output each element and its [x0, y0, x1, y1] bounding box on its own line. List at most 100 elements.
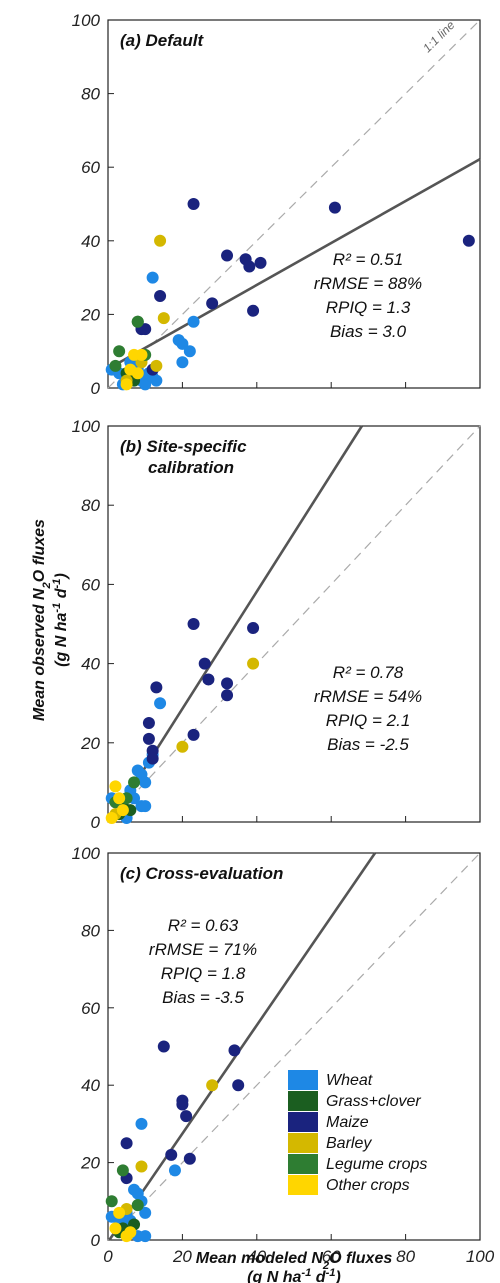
- legend-entry: Wheat: [326, 1072, 373, 1089]
- data-point: [142, 717, 155, 729]
- data-point: [187, 198, 200, 210]
- stat-label: R² = 0.78: [333, 663, 404, 682]
- data-point: [157, 1040, 170, 1053]
- data-point: [154, 697, 167, 710]
- regression-line: [107, 157, 481, 370]
- data-point: [247, 304, 260, 317]
- stat-label: RPIQ = 1.3: [326, 298, 411, 317]
- legend-entry: Maize: [326, 1114, 369, 1131]
- x-axis-units: (g N ha-1 d-1): [247, 1267, 341, 1283]
- panel-title: (c) Cross-evaluation: [120, 864, 283, 883]
- data-point: [150, 374, 163, 387]
- y-tick-label: 40: [81, 1076, 100, 1095]
- legend-entry: Legume crops: [326, 1156, 427, 1173]
- data-point: [221, 689, 234, 702]
- panel-title-line2: calibration: [148, 458, 234, 477]
- data-point: [176, 356, 189, 369]
- data-point: [131, 315, 144, 328]
- y-tick-label: 60: [81, 999, 100, 1018]
- data-point: [198, 657, 211, 670]
- data-point: [135, 1160, 148, 1173]
- y-tick-label: 100: [72, 11, 101, 30]
- data-point: [221, 249, 234, 262]
- panel-title: (b) Site-specific: [120, 437, 247, 456]
- regression-line: [108, 852, 377, 1241]
- y-tick-label: 80: [81, 921, 100, 940]
- y-tick-label: 20: [80, 1154, 100, 1173]
- data-point: [232, 1079, 245, 1092]
- y-tick-label: 60: [81, 575, 100, 594]
- y-tick-label: 20: [80, 734, 100, 753]
- data-point: [176, 337, 189, 350]
- data-point: [187, 315, 200, 328]
- data-point: [462, 234, 475, 247]
- one-to-one-label: 1:1 line: [420, 18, 457, 55]
- data-point: [187, 618, 200, 630]
- data-point: [139, 378, 152, 391]
- y-tick-label: 40: [81, 655, 100, 674]
- x-tick-label: 100: [466, 1247, 495, 1266]
- data-point: [254, 256, 267, 269]
- stat-label: RPIQ = 2.1: [326, 711, 411, 730]
- data-point: [247, 657, 260, 670]
- data-point: [165, 1148, 178, 1161]
- stat-label: Bias = 3.0: [330, 322, 407, 341]
- plot-frame: [107, 19, 481, 389]
- data-point: [202, 673, 215, 686]
- data-point: [183, 345, 196, 358]
- data-point: [139, 800, 152, 813]
- y-axis-label: Mean observed N2O fluxes: [31, 519, 53, 721]
- panel-2: 00 20 20 40 40 60 60 80 80 100 100 (c) Cross-evalua…: [72, 844, 495, 1266]
- data-point: [120, 1137, 133, 1150]
- data-point: [131, 1199, 144, 1212]
- data-point: [135, 348, 148, 361]
- legend-swatch: [288, 1091, 318, 1111]
- panel-1: 0 20 40 60 80 100 (b) Site-specific calibration…: [72, 417, 481, 832]
- data-point: [206, 1079, 219, 1092]
- data-point: [139, 1206, 152, 1219]
- data-point: [187, 728, 200, 741]
- x-axis-label: Mean modeled N2O fluxes: [196, 1250, 393, 1272]
- data-point: [105, 1195, 118, 1208]
- stat-label: rRMSE = 54%: [314, 687, 422, 706]
- y-tick-label: 0: [91, 813, 101, 832]
- stat-label: R² = 0.51: [333, 250, 403, 269]
- data-point: [116, 1164, 129, 1177]
- data-point: [157, 312, 170, 325]
- x-tick-label: 40: [247, 1247, 266, 1266]
- data-point: [142, 732, 155, 745]
- data-point: [183, 1152, 196, 1165]
- data-point: [146, 271, 159, 284]
- plot-frame: [107, 852, 481, 1241]
- y-tick-label: 0: [91, 1231, 101, 1250]
- data-point: [247, 621, 260, 634]
- data-point: [124, 363, 137, 376]
- legend: Wheat Grass+clover Maize Barley Legume crops…: [288, 1070, 427, 1195]
- data-point: [176, 740, 189, 753]
- data-point: [105, 812, 118, 825]
- legend-swatch: [288, 1154, 318, 1174]
- plot-frame: [107, 425, 481, 823]
- legend-swatch: [288, 1175, 318, 1195]
- legend-entry: Other crops: [326, 1177, 410, 1194]
- data-point: [139, 323, 152, 336]
- legend-swatch: [288, 1070, 318, 1090]
- data-point: [113, 345, 126, 358]
- data-point: [221, 677, 234, 690]
- y-tick-label: 80: [81, 496, 100, 515]
- y-tick-label: 40: [81, 232, 100, 251]
- y-tick-label: 0: [91, 379, 101, 398]
- data-point: [168, 1164, 181, 1177]
- legend-swatch: [288, 1133, 318, 1153]
- data-point: [228, 1044, 241, 1057]
- legend-entry: Grass+clover: [326, 1093, 421, 1110]
- data-point: [113, 792, 126, 805]
- data-point: [146, 752, 159, 765]
- x-tick-label: 20: [172, 1247, 192, 1266]
- one-to-one-line: [107, 425, 481, 823]
- y-tick-label: 100: [72, 844, 101, 863]
- y-tick-label: 100: [72, 417, 101, 436]
- x-tick-label: 60: [322, 1247, 341, 1266]
- stat-label: RPIQ = 1.8: [161, 964, 246, 983]
- stat-label: R² = 0.63: [168, 916, 239, 935]
